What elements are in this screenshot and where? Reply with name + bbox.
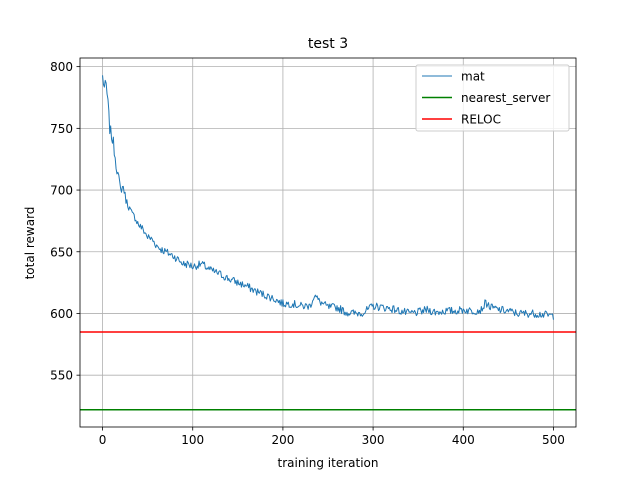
legend: mat nearest_server RELOC: [415, 64, 570, 132]
series-mat-line: [102, 75, 554, 320]
y-axis-label: total reward: [23, 207, 37, 280]
y-tick-label: 550: [50, 369, 73, 383]
x-tick-label: 0: [99, 433, 107, 447]
x-tick-label: 300: [362, 433, 385, 447]
x-tick-label: 400: [452, 433, 475, 447]
x-tick-label: 500: [542, 433, 565, 447]
y-tick-label: 700: [50, 184, 73, 198]
y-tick-label: 600: [50, 307, 73, 321]
chart-title: test 3: [308, 36, 348, 52]
plot-area: 0 100 200 300 400 500 550 600 650 700 750 800 mat nea…: [50, 57, 577, 447]
axes-frame: [79, 57, 577, 428]
x-tick-label: 100: [181, 433, 204, 447]
legend-box: [415, 64, 570, 132]
legend-label-nearest_server: nearest_server: [461, 91, 550, 105]
legend-label-mat: mat: [461, 70, 485, 84]
x-tick-label: 200: [271, 433, 294, 447]
y-tick-label: 750: [50, 122, 73, 136]
y-tick-label: 650: [50, 245, 73, 259]
x-axis-label: training iteration: [278, 456, 379, 470]
legend-label-RELOC: RELOC: [461, 113, 501, 127]
y-tick-label: 800: [50, 60, 73, 74]
